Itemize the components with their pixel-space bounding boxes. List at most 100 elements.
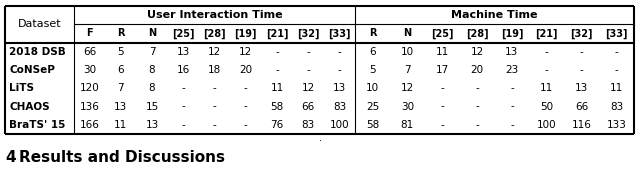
Text: Results and Discussions: Results and Discussions	[19, 150, 225, 165]
Text: 15: 15	[145, 102, 159, 112]
Text: 120: 120	[80, 83, 99, 93]
Text: 13: 13	[333, 83, 346, 93]
Text: 7: 7	[118, 83, 124, 93]
Text: -: -	[475, 102, 479, 112]
Text: -: -	[307, 65, 310, 75]
Text: -: -	[337, 47, 341, 57]
Text: 12: 12	[301, 83, 315, 93]
Text: 12: 12	[239, 47, 252, 57]
Text: 11: 11	[436, 47, 449, 57]
Text: 11: 11	[540, 83, 554, 93]
Text: 12: 12	[470, 47, 484, 57]
Text: [33]: [33]	[605, 28, 628, 39]
Text: -: -	[580, 47, 584, 57]
Text: 16: 16	[177, 65, 190, 75]
Text: 6: 6	[118, 65, 124, 75]
Text: R: R	[369, 28, 376, 38]
Text: 11: 11	[270, 83, 284, 93]
Text: -: -	[181, 83, 185, 93]
Text: N: N	[403, 28, 412, 38]
Text: 25: 25	[366, 102, 379, 112]
Text: N: N	[148, 28, 156, 38]
Text: 12: 12	[401, 83, 414, 93]
Text: 83: 83	[610, 102, 623, 112]
Text: -: -	[337, 65, 341, 75]
Text: 8: 8	[148, 65, 156, 75]
Text: 10: 10	[366, 83, 379, 93]
Text: -: -	[212, 120, 216, 130]
Text: 20: 20	[470, 65, 484, 75]
Text: CoNSeP: CoNSeP	[9, 65, 55, 75]
Text: 20: 20	[239, 65, 252, 75]
Text: 50: 50	[540, 102, 554, 112]
Text: 10: 10	[401, 47, 414, 57]
Text: -: -	[275, 47, 279, 57]
Text: 6: 6	[369, 47, 376, 57]
Text: -: -	[275, 65, 279, 75]
Text: Dataset: Dataset	[18, 19, 61, 29]
Text: [32]: [32]	[297, 28, 319, 39]
Text: -: -	[475, 83, 479, 93]
Text: -: -	[475, 120, 479, 130]
Text: 13: 13	[177, 47, 190, 57]
Text: 66: 66	[83, 47, 96, 57]
Text: 2018 DSB: 2018 DSB	[9, 47, 66, 57]
Text: 13: 13	[575, 83, 588, 93]
Text: -: -	[212, 83, 216, 93]
Text: -: -	[614, 65, 618, 75]
Text: [28]: [28]	[203, 28, 226, 39]
Text: 4: 4	[5, 150, 15, 165]
Text: -: -	[244, 83, 248, 93]
Text: -: -	[212, 102, 216, 112]
Text: 136: 136	[79, 102, 100, 112]
Text: 58: 58	[366, 120, 379, 130]
Text: 7: 7	[148, 47, 156, 57]
Text: [19]: [19]	[500, 28, 523, 39]
Text: .: .	[319, 133, 321, 143]
Text: 8: 8	[148, 83, 156, 93]
Text: 17: 17	[436, 65, 449, 75]
Text: 133: 133	[607, 120, 627, 130]
Text: Machine Time: Machine Time	[451, 10, 538, 20]
Text: 81: 81	[401, 120, 414, 130]
Text: 83: 83	[301, 120, 315, 130]
Text: 76: 76	[270, 120, 284, 130]
Text: [21]: [21]	[536, 28, 558, 39]
Text: [25]: [25]	[172, 28, 195, 39]
Text: -: -	[510, 120, 514, 130]
Text: -: -	[440, 83, 444, 93]
Text: 7: 7	[404, 65, 411, 75]
Text: -: -	[244, 120, 248, 130]
Text: 58: 58	[270, 102, 284, 112]
Text: -: -	[510, 83, 514, 93]
Text: -: -	[440, 120, 444, 130]
Text: -: -	[545, 65, 548, 75]
Text: 66: 66	[575, 102, 588, 112]
Text: 100: 100	[537, 120, 557, 130]
Text: 66: 66	[301, 102, 315, 112]
Text: User Interaction Time: User Interaction Time	[147, 10, 282, 20]
Text: -: -	[244, 102, 248, 112]
Text: BraTS' 15: BraTS' 15	[9, 120, 65, 130]
Text: -: -	[181, 102, 185, 112]
Text: [28]: [28]	[466, 28, 488, 39]
Text: 116: 116	[572, 120, 591, 130]
Text: [33]: [33]	[328, 28, 351, 39]
Text: 100: 100	[330, 120, 349, 130]
Text: CHAOS: CHAOS	[9, 102, 50, 112]
Text: -: -	[580, 65, 584, 75]
Text: LiTS: LiTS	[9, 83, 34, 93]
Text: [25]: [25]	[431, 28, 453, 39]
Text: 23: 23	[506, 65, 518, 75]
Text: -: -	[307, 47, 310, 57]
Text: -: -	[510, 102, 514, 112]
Text: 11: 11	[114, 120, 127, 130]
Text: [32]: [32]	[570, 28, 593, 39]
Text: 166: 166	[79, 120, 100, 130]
Text: -: -	[545, 47, 548, 57]
Text: [21]: [21]	[266, 28, 288, 39]
Text: [19]: [19]	[234, 28, 257, 39]
Text: F: F	[86, 28, 93, 38]
Text: 5: 5	[369, 65, 376, 75]
Text: 13: 13	[145, 120, 159, 130]
